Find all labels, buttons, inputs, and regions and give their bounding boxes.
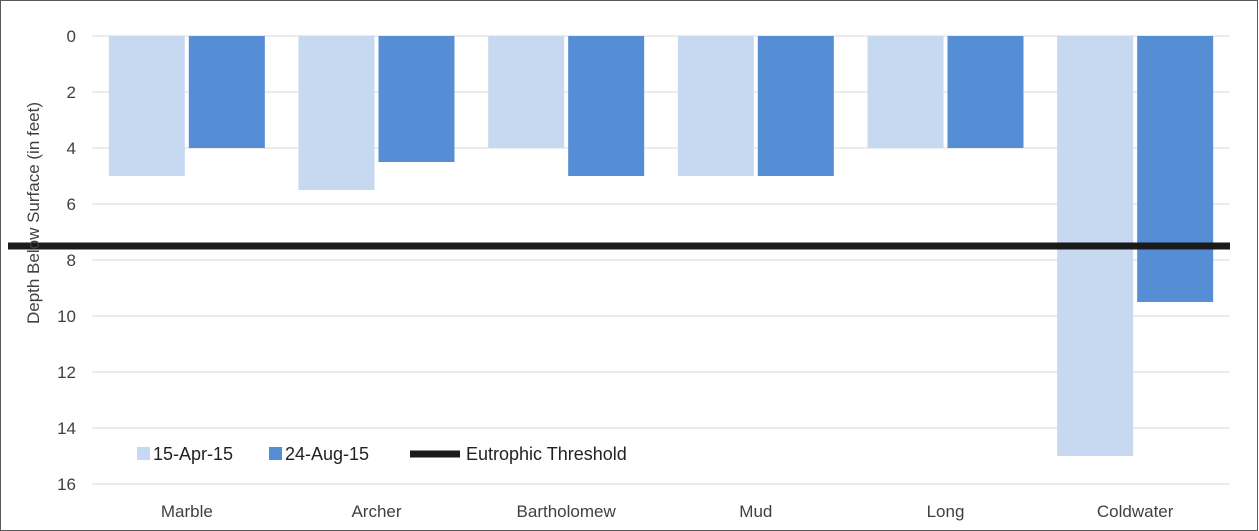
bar [378,36,455,162]
y-tick-label: 14 [57,419,76,438]
bar [757,36,834,176]
bar [188,36,265,148]
legend-label: Eutrophic Threshold [466,444,627,464]
legend: 15-Apr-15 24-Aug-15 Eutrophic Threshold [137,444,627,464]
legend-label: 15-Apr-15 [153,444,233,464]
x-tick-label: Marble [161,502,213,521]
y-tick-label: 0 [67,27,76,46]
bar [677,36,754,176]
legend-swatch [137,447,150,460]
gridlines [92,35,1230,485]
y-tick-label: 4 [67,139,76,158]
y-tick-label: 12 [57,363,76,382]
bar [947,36,1024,148]
x-tick-label: Long [927,502,965,521]
y-tick-label: 10 [57,307,76,326]
bar [867,36,944,148]
x-tick-label: Archer [351,502,401,521]
legend-label: 24-Aug-15 [285,444,369,464]
y-tick-label: 16 [57,475,76,494]
y-axis: 0 2 4 6 8 10 12 14 16 [57,27,76,494]
bar [298,36,375,190]
y-tick-label: 2 [67,83,76,102]
legend-swatch [269,447,282,460]
bar [1137,36,1214,302]
y-axis-title: Depth Below Surface (in feet) [24,102,43,324]
x-tick-label: Mud [739,502,772,521]
x-axis: Marble Archer Bartholomew Mud Long Coldwater [161,502,1174,521]
y-tick-label: 6 [67,195,76,214]
y-tick-label: 8 [67,251,76,270]
bar [568,36,645,176]
bar [108,36,185,176]
bar [488,36,565,148]
x-tick-label: Coldwater [1097,502,1174,521]
x-tick-label: Bartholomew [517,502,617,521]
